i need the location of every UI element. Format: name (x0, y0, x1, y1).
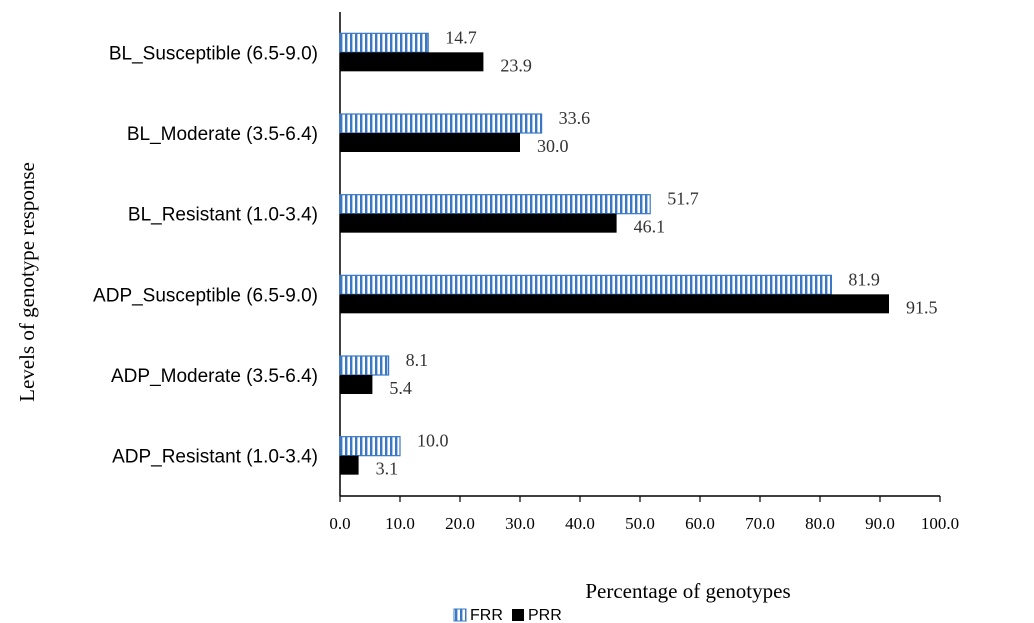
bar-prr (340, 213, 617, 233)
category-label-group: BL_Susceptible (6.5-9.0) BL_Moderate (3.5… (93, 43, 318, 467)
x-tick-label: 0.0 (329, 514, 350, 533)
x-tick-label: 40.0 (565, 514, 595, 533)
data-label-prr: 30.0 (537, 136, 569, 156)
data-label-prr: 23.9 (500, 55, 532, 75)
x-tick-label: 50.0 (625, 514, 655, 533)
x-tick-label: 60.0 (685, 514, 715, 533)
bar-frr (339, 274, 832, 295)
bar-frr (339, 194, 651, 215)
bar-frr (339, 436, 401, 457)
x-tick-label: 80.0 (805, 514, 835, 533)
bar-prr (340, 375, 373, 394)
bar-prr (340, 294, 889, 314)
bar-prr (340, 52, 484, 72)
data-label-prr: 46.1 (634, 217, 666, 237)
legend-label-prr: PRR (528, 607, 562, 623)
data-label-prr: 5.4 (389, 378, 412, 398)
y-axis: Levels of genotype response (15, 12, 341, 496)
category-label: BL_Resistant (1.0-3.4) (128, 205, 318, 226)
x-axis: 0.0 10.0 20.0 30.0 40.0 50.0 60.0 70.0 80.0 90.0 1… (329, 495, 959, 603)
bar-prr (340, 455, 359, 475)
category-label: BL_Susceptible (6.5-9.0) (109, 43, 318, 64)
x-tick-label: 10.0 (385, 514, 415, 533)
data-label-frr: 33.6 (559, 108, 591, 128)
category-label: BL_Moderate (3.5-6.4) (127, 124, 318, 145)
bar-group (339, 32, 889, 475)
data-label-prr: 3.1 (376, 459, 399, 479)
x-tick-label: 70.0 (745, 514, 775, 533)
data-label-frr: 51.7 (667, 189, 699, 209)
x-tick-label: 20.0 (445, 514, 475, 533)
bar-frr (339, 32, 429, 53)
legend-swatch-frr (453, 608, 467, 622)
x-tick-group: 0.0 10.0 20.0 30.0 40.0 50.0 60.0 70.0 80.0 90.0 1… (329, 496, 959, 533)
category-label: ADP_Moderate (3.5-6.4) (111, 366, 318, 387)
bar-frr (339, 355, 390, 376)
legend: FRR PRR (453, 607, 562, 623)
x-tick-label: 90.0 (865, 514, 895, 533)
y-axis-title: Levels of genotype response (15, 162, 39, 402)
legend-swatch-prr (512, 609, 524, 621)
value-label-group: 14.7 23.9 33.6 30.0 51.746.1 81.9 91.5 8.1 5.4 10… (376, 27, 938, 478)
data-label-frr: 8.1 (406, 350, 429, 370)
data-label-frr: 14.7 (445, 27, 477, 47)
x-axis-title: Percentage of genotypes (585, 579, 790, 603)
data-label-prr: 91.5 (906, 297, 938, 317)
legend-label-frr: FRR (470, 607, 503, 623)
x-tick-label: 100.0 (921, 514, 959, 533)
bar-frr (339, 113, 543, 134)
bar-prr (340, 133, 520, 152)
category-label: ADP_Susceptible (6.5-9.0) (93, 285, 318, 306)
category-label: ADP_Resistant (1.0-3.4) (112, 447, 318, 468)
data-label-frr: 10.0 (417, 431, 449, 451)
x-tick-label: 30.0 (505, 514, 535, 533)
data-label-frr: 81.9 (848, 269, 880, 289)
